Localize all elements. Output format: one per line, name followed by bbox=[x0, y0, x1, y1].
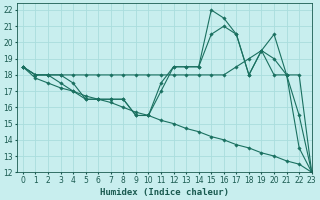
X-axis label: Humidex (Indice chaleur): Humidex (Indice chaleur) bbox=[100, 188, 229, 197]
